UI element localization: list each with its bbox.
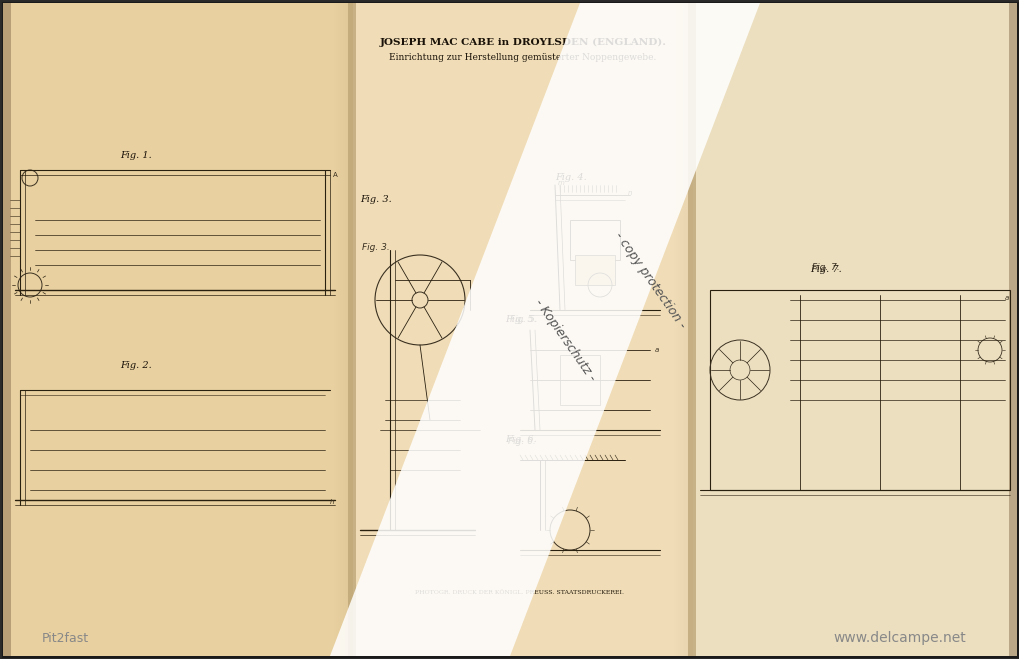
Text: Fig. 3.: Fig. 3. (362, 243, 389, 252)
Text: Fig. 5.: Fig. 5. (510, 316, 537, 324)
Bar (688, 3, 695, 656)
Bar (570, 220, 620, 260)
Text: Fig. 7.: Fig. 7. (809, 266, 841, 275)
Text: Fig. 4.: Fig. 4. (554, 173, 586, 183)
Text: Pit2fast: Pit2fast (42, 631, 89, 645)
Bar (692, 3, 1016, 656)
Text: Fig. 5.: Fig. 5. (504, 316, 536, 324)
Text: PHOTOGR. DRUCK DER KÖNIGL. PREUSS. STAATSDRUCKEREI.: PHOTOGR. DRUCK DER KÖNIGL. PREUSS. STAAT… (415, 590, 624, 594)
Text: Fig. 3.: Fig. 3. (360, 196, 391, 204)
Bar (559, 355, 599, 405)
Text: a: a (1004, 295, 1008, 301)
Bar (353, 3, 692, 656)
Bar (575, 255, 614, 285)
Text: Fig. 6.: Fig. 6. (507, 438, 535, 447)
Text: a: a (654, 347, 658, 353)
Bar (3, 3, 353, 656)
Text: Fig. 6.: Fig. 6. (504, 436, 536, 445)
Text: h: h (330, 499, 334, 505)
Bar (3, 3, 11, 656)
Polygon shape (330, 3, 759, 656)
Bar (1008, 3, 1016, 656)
Text: - copy protection -: - copy protection - (611, 229, 688, 331)
Text: - Kopierschutz -: - Kopierschutz - (531, 297, 597, 384)
Text: Fig. 7.: Fig. 7. (811, 264, 839, 273)
Bar (709, 290, 1009, 490)
Text: A: A (332, 172, 337, 178)
Text: n: n (628, 190, 632, 196)
Text: Einrichtung zur Herstellung gemüsterter Noppengewebe.: Einrichtung zur Herstellung gemüsterter … (389, 53, 656, 63)
Text: www.delcampe.net: www.delcampe.net (833, 631, 965, 645)
Bar (347, 3, 356, 656)
Text: JOSEPH MAC CABE in DROYLSDEN (ENGLAND).: JOSEPH MAC CABE in DROYLSDEN (ENGLAND). (379, 38, 665, 47)
Text: Fig. 2.: Fig. 2. (120, 360, 152, 370)
Text: Fig. 1.: Fig. 1. (120, 150, 152, 159)
Text: m: m (557, 180, 565, 186)
